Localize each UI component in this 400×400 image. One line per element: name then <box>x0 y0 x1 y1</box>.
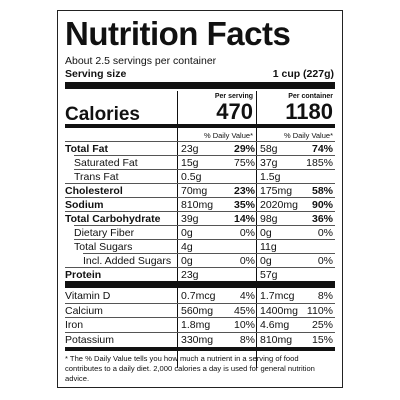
container-dv: 0% <box>317 255 333 267</box>
serving-dv: 0% <box>239 227 255 239</box>
serving-amount: 4g <box>181 241 193 253</box>
container-amount: 0g <box>260 255 272 267</box>
serving-dv: 45% <box>233 304 255 317</box>
thick-rule <box>65 281 335 288</box>
nutrient-label: Protein <box>65 269 102 281</box>
footnote: * The % Daily Value tells you how much a… <box>65 354 315 383</box>
nutrient-label: Trans Fat <box>74 171 119 183</box>
thick-rule <box>65 82 335 89</box>
container-amount: 1.7mcg <box>260 290 295 302</box>
container-amount: 98g <box>260 213 278 225</box>
container-amount: 1400mg <box>260 304 298 317</box>
serving-amount: 23g <box>181 269 199 281</box>
row-rule <box>74 155 335 156</box>
serving-dv: 14% <box>233 213 255 225</box>
vitamin-label: Calcium <box>65 304 103 317</box>
serving-size: 1 cup (227g) <box>272 68 334 80</box>
row-rule <box>65 197 335 198</box>
row-rule <box>83 253 335 254</box>
serving-amount: 810mg <box>181 199 214 211</box>
serving-dv: 4% <box>239 290 255 302</box>
serving-amount: 330mg <box>181 333 214 346</box>
serving-amount: 70mg <box>181 185 208 197</box>
nutrient-label: Incl. Added Sugars <box>83 255 172 267</box>
nutrient-label: Total Sugars <box>74 241 133 253</box>
serving-amount: 0g <box>181 227 193 239</box>
container-amount: 0g <box>260 227 272 239</box>
container-amount: 58g <box>260 143 278 155</box>
serving-dv: 75% <box>233 157 255 169</box>
container-dv: 36% <box>311 213 333 225</box>
row-rule <box>74 239 335 240</box>
container-amount: 4.6mg <box>260 319 290 331</box>
row-rule <box>65 141 335 142</box>
nutrition-label: Nutrition Facts About 2.5 servings per c… <box>57 10 343 388</box>
container-dv: 15% <box>311 333 333 346</box>
row-rule <box>65 183 335 184</box>
vitamin-label: Potassium <box>65 333 115 346</box>
column-divider <box>177 91 178 368</box>
daily-value-heading: % Daily Value* <box>203 131 253 140</box>
container-amount: 810mg <box>260 333 293 346</box>
row-rule <box>65 211 335 212</box>
container-amount: 37g <box>260 157 278 169</box>
serving-amount: 1.8mg <box>181 319 211 331</box>
container-dv: 25% <box>311 319 333 331</box>
vitamin-label: Iron <box>65 319 84 331</box>
container-dv: 74% <box>311 143 333 155</box>
medium-rule <box>65 347 335 351</box>
title: Nutrition Facts <box>65 15 291 52</box>
nutrient-label: Total Fat <box>65 143 108 155</box>
serving-dv: 8% <box>239 333 255 346</box>
container-amount: 175mg <box>260 185 293 197</box>
daily-value-heading: % Daily Value* <box>283 131 333 140</box>
serving-dv: 0% <box>239 255 255 267</box>
serving-amount: 560mg <box>181 304 214 317</box>
serving-dv: 10% <box>233 319 255 331</box>
container-amount: 1.5g <box>260 171 281 183</box>
nutrient-label: Total Carbohydrate <box>65 213 161 225</box>
container-dv: 185% <box>306 157 333 169</box>
serving-size-label: Serving size <box>65 68 127 80</box>
container-dv: 90% <box>311 199 333 211</box>
servings: About 2.5 servings per container <box>65 55 217 67</box>
row-rule <box>65 317 335 318</box>
serving-dv: 29% <box>233 143 255 155</box>
container-amount: 57g <box>260 269 278 281</box>
row-rule <box>74 225 335 226</box>
calories-label: Calories <box>65 104 140 125</box>
row-rule <box>74 169 335 170</box>
container-amount: 2020mg <box>260 199 298 211</box>
serving-amount: 39g <box>181 213 199 225</box>
serving-amount: 0.5g <box>181 171 202 183</box>
medium-rule <box>65 124 335 128</box>
calories-per-serving: 470 <box>216 99 253 124</box>
container-dv: 110% <box>306 304 333 317</box>
nutrient-label: Dietary Fiber <box>74 227 135 239</box>
per-serving-heading: Per serving <box>214 93 253 100</box>
calories-per-container: 1180 <box>285 99 333 124</box>
per-container-heading: Per container <box>288 93 333 100</box>
vitamin-label: Vitamin D <box>65 290 111 302</box>
container-dv: 58% <box>311 185 333 197</box>
serving-amount: 23g <box>181 143 199 155</box>
serving-amount: 15g <box>181 157 199 169</box>
nutrient-label: Sodium <box>65 199 104 211</box>
container-dv: 0% <box>317 227 333 239</box>
serving-dv: 23% <box>233 185 255 197</box>
container-amount: 11g <box>260 241 277 253</box>
serving-amount: 0.7mcg <box>181 290 216 302</box>
row-rule <box>65 302 335 304</box>
nutrient-label: Cholesterol <box>65 185 123 197</box>
nutrient-label: Saturated Fat <box>74 157 138 169</box>
row-rule <box>65 331 335 333</box>
container-dv: 8% <box>317 290 333 302</box>
serving-amount: 0g <box>181 255 193 267</box>
row-rule <box>65 267 335 268</box>
serving-dv: 35% <box>233 199 255 211</box>
column-divider <box>256 91 257 368</box>
